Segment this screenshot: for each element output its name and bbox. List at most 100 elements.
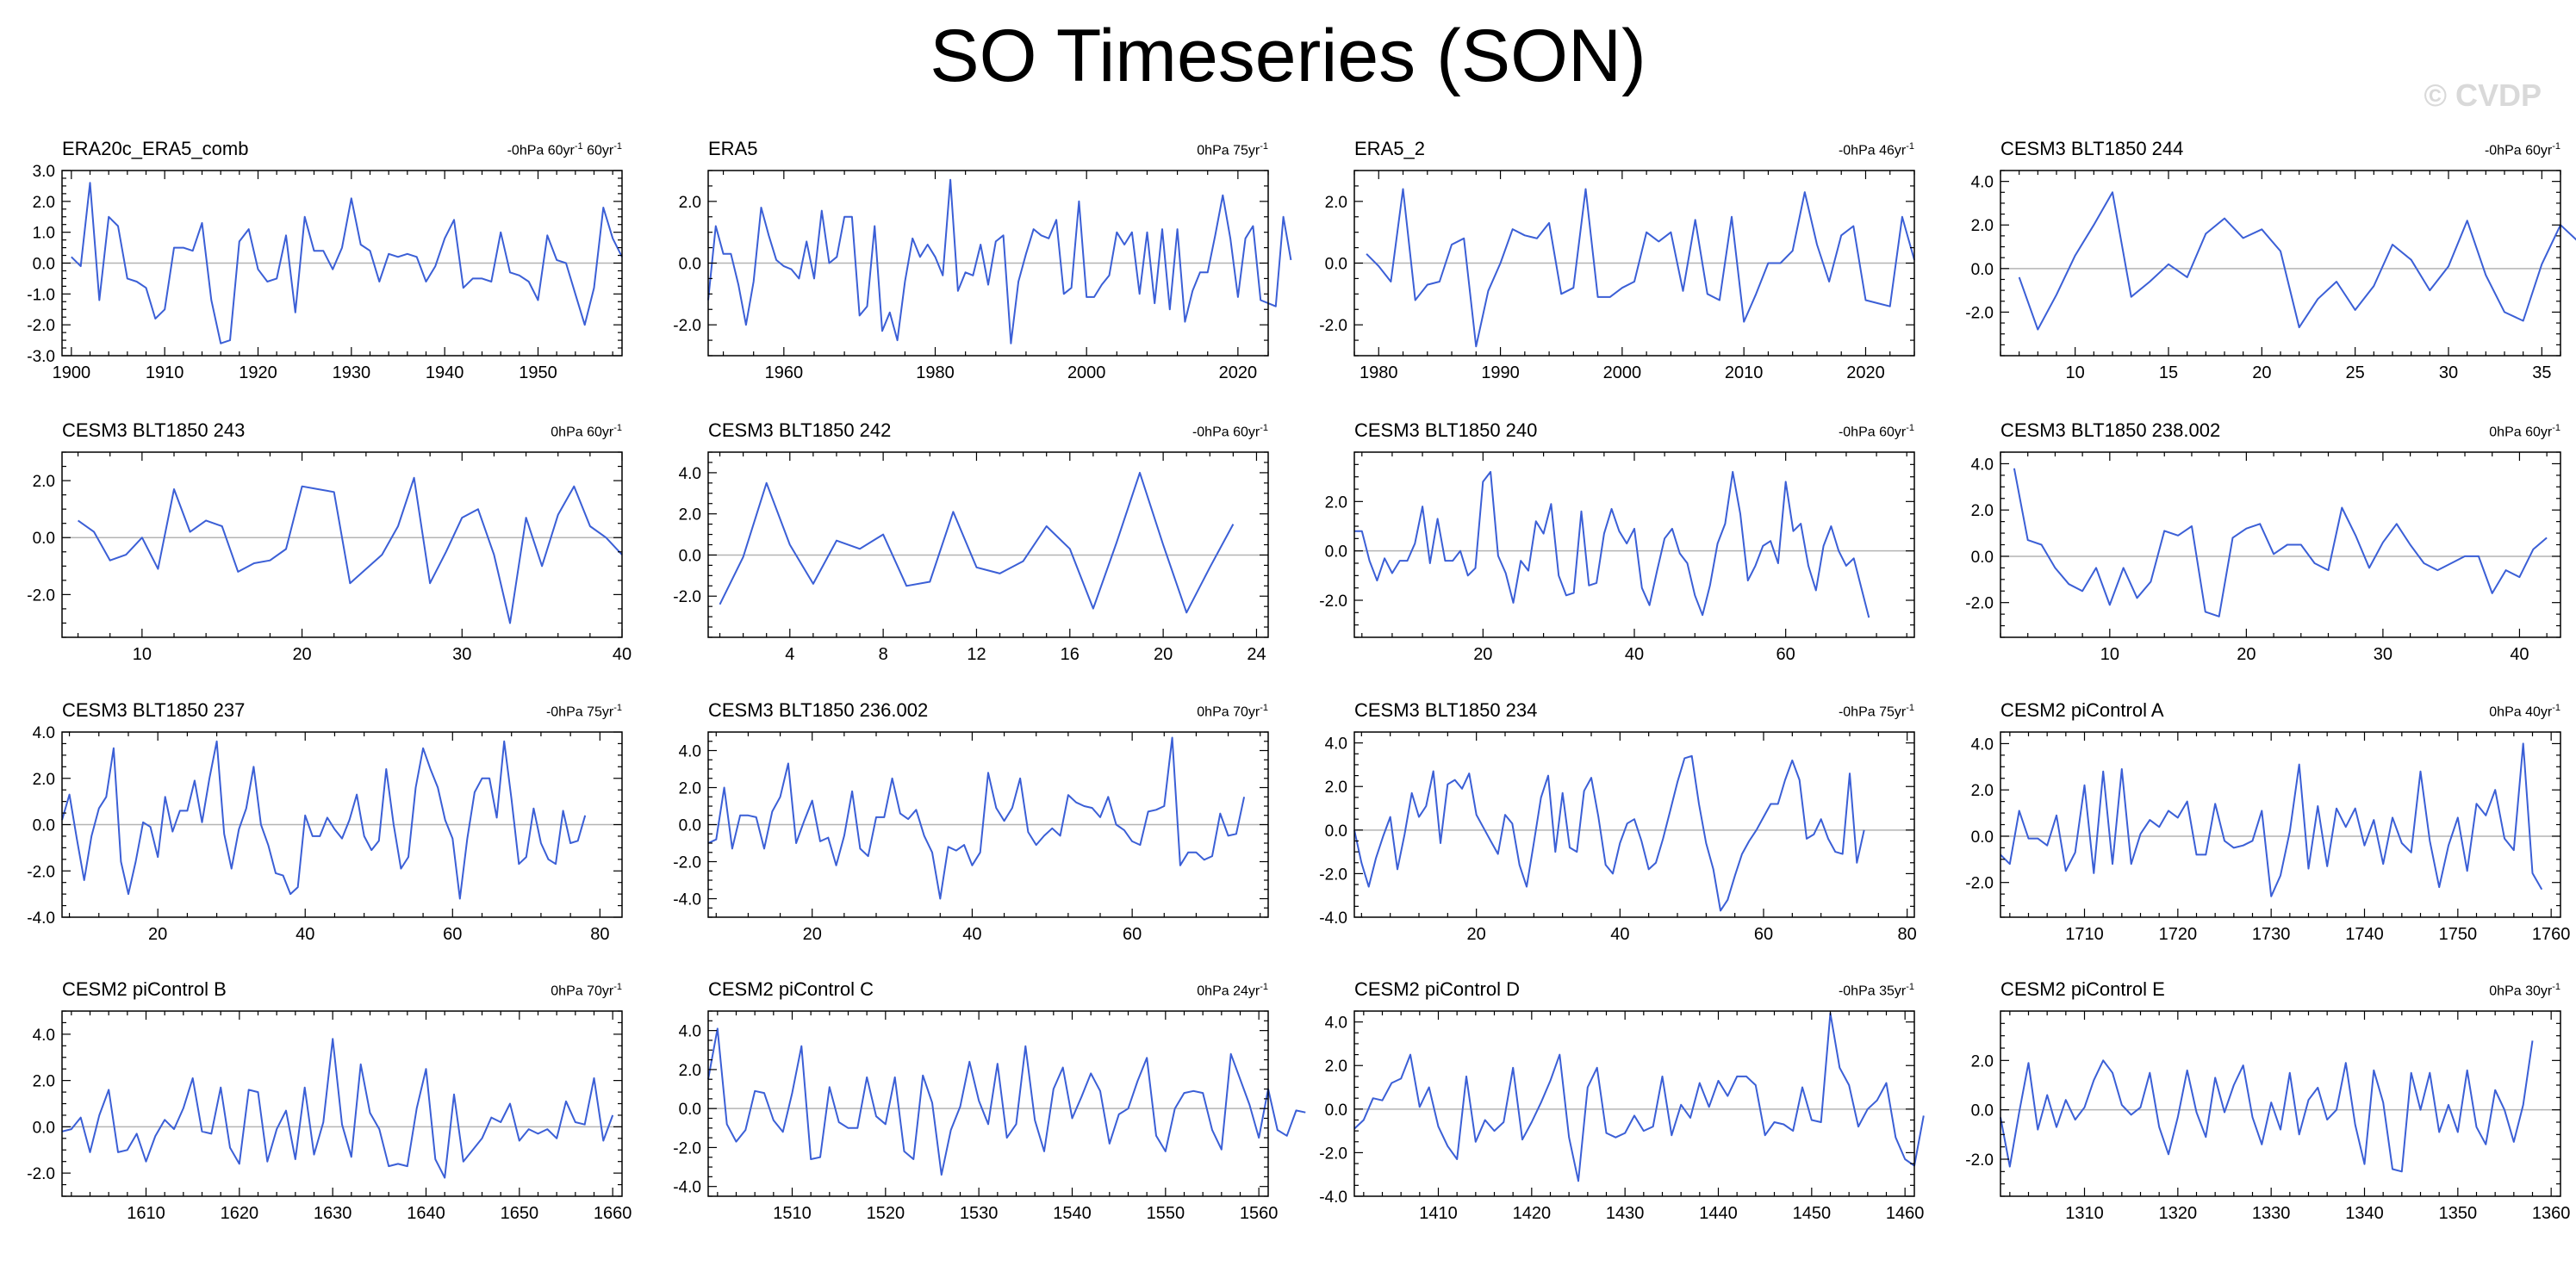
y-tick-label: -3.0 <box>27 348 55 366</box>
y-tick-label: 4.0 <box>1325 1015 1347 1033</box>
y-tick-label: 2.0 <box>1325 493 1347 512</box>
series-line <box>1366 188 1915 348</box>
exponent: -1 <box>1906 982 1914 992</box>
x-tick-label: 20 <box>148 925 167 944</box>
panel-title: CESM3 BLT1850 237 <box>62 699 246 721</box>
x-tick-label: 2000 <box>1603 363 1642 382</box>
x-tick-label: 30 <box>2439 363 2458 382</box>
timeseries-plot: 20 40 60 -4.0 -2.0 0.0 2.0 4.0 <box>673 731 1269 944</box>
x-tick-label: 1610 <box>127 1204 165 1223</box>
panel-info-text: 0hPa 75yr <box>1197 143 1260 158</box>
series-line <box>1354 470 1870 618</box>
timeseries-plot: 1510 1520 1530 1540 1550 1560 -4.0 -2.0 0.0 2.0 4.… <box>673 1010 1306 1223</box>
x-tick-label: 1340 <box>2345 1204 2384 1223</box>
panel-info: -0hPa 60yr-1 <box>1839 423 1914 440</box>
y-tick-label: 0.0 <box>679 256 701 274</box>
panel-title: CESM3 BLT1850 242 <box>708 419 892 441</box>
panel-title: CESM2 piControl A <box>2000 699 2164 721</box>
y-tick-label: -2.0 <box>673 588 701 606</box>
panel-info: 0hPa 75yr-1 <box>1197 141 1268 158</box>
x-tick-label: 1660 <box>594 1204 632 1223</box>
plot-frame <box>707 451 1269 638</box>
x-tick-label: 1420 <box>1513 1204 1552 1223</box>
x-tick-label: 1640 <box>407 1204 445 1223</box>
panel-info: 0hPa 60yr-1 <box>551 423 622 440</box>
x-tick-label: 20 <box>803 925 822 944</box>
x-tick-label: 1530 <box>960 1204 999 1223</box>
x-tick-label: 60 <box>443 925 462 944</box>
series-line <box>2000 1040 2534 1173</box>
x-tick-label: 1730 <box>2252 925 2291 944</box>
x-tick-label: 15 <box>2159 363 2178 382</box>
x-tick-label: 1410 <box>1419 1204 1458 1223</box>
exponent: -1 <box>613 703 622 713</box>
chart-panel: CESM2 piControl A 0hPa 40yr-1 1710 1720 1730… <box>1965 699 2570 952</box>
panel-title: CESM2 piControl D <box>1354 978 1520 1000</box>
x-tick-label: 1980 <box>916 363 955 382</box>
y-tick-label: 4.0 <box>679 743 701 761</box>
x-tick-label: 10 <box>2066 363 2085 382</box>
x-tick-label: 20 <box>292 645 311 664</box>
x-tick-label: 1550 <box>1147 1204 1185 1223</box>
y-tick-label: 2.0 <box>679 194 701 212</box>
y-tick-label: 4.0 <box>1971 456 1994 474</box>
x-tick-label: 16 <box>1061 645 1080 664</box>
y-tick-label: 0.0 <box>1325 822 1347 841</box>
panel-info-text: 0hPa 40yr <box>2489 704 2553 720</box>
y-tick-label: -2.0 <box>1319 1145 1347 1163</box>
x-tick-label: 10 <box>2100 645 2119 664</box>
plot-frame <box>61 451 623 638</box>
series-line <box>2000 742 2543 897</box>
panel-title: CESM2 piControl C <box>708 978 874 1000</box>
cvdp-watermark: © CVDP <box>2424 78 2542 113</box>
plot-frame <box>1353 451 1915 638</box>
timeseries-plot: 1310 1320 1330 1340 1350 1360 -2.0 0.0 2.0 <box>1965 1010 2570 1223</box>
y-tick-label: -4.0 <box>673 891 701 909</box>
x-tick-label: 1910 <box>146 363 184 382</box>
x-tick-label: 1710 <box>2065 925 2104 944</box>
panel-info: -0hPa 60yr-1 <box>2485 141 2560 158</box>
y-tick-label: -2.0 <box>1319 866 1347 884</box>
x-tick-label: 1560 <box>1240 1204 1279 1223</box>
exponent: -1 <box>2552 141 2560 152</box>
x-tick-label: 30 <box>2374 645 2392 664</box>
panel-info-text: 0hPa 70yr <box>551 984 614 999</box>
y-tick-label: 2.0 <box>33 771 55 789</box>
x-tick-label: 1740 <box>2345 925 2384 944</box>
chart-panel: CESM3 BLT1850 236.002 0hPa 70yr-1 20 40 60 -4… <box>673 699 1269 952</box>
chart-panel: CESM3 BLT1850 243 0hPa 60yr-1 10 20 30 40 -2.0… <box>27 419 632 672</box>
panel-info-text: -0hPa 46yr <box>1838 143 1907 158</box>
y-tick-label: 2.0 <box>33 1073 55 1091</box>
y-tick-label: 4.0 <box>33 724 55 742</box>
panel-title: CESM3 BLT1850 243 <box>62 419 246 441</box>
timeseries-plot: 10 20 30 40 -2.0 0.0 2.0 4.0 <box>1965 451 2561 664</box>
y-tick-label: 0.0 <box>1325 1102 1347 1120</box>
x-tick-label: 24 <box>1247 645 1266 664</box>
y-tick-label: 0.0 <box>1971 1102 1994 1120</box>
timeseries-plot: 20 40 60 80 -4.0 -2.0 0.0 2.0 4.0 <box>1319 731 1917 944</box>
y-tick-label: 4.0 <box>679 1023 701 1041</box>
x-tick-label: 1510 <box>773 1204 812 1223</box>
x-tick-label: 80 <box>1898 925 1917 944</box>
x-tick-label: 1350 <box>2439 1204 2478 1223</box>
y-tick-label: 2.0 <box>1971 782 1994 800</box>
x-tick-label: 1760 <box>2532 925 2571 944</box>
y-tick-label: 4.0 <box>1971 735 1994 754</box>
chart-panel: CESM2 piControl D -0hPa 35yr-1 1410 1420 143… <box>1319 978 1925 1231</box>
chart-panel: CESM3 BLT1850 237 -0hPa 75yr-1 20 40 60 80 -4.… <box>27 699 623 952</box>
series-line <box>1353 754 1865 912</box>
exponent: -1 <box>1260 703 1268 713</box>
y-tick-label: -2.0 <box>673 317 701 335</box>
panel-info: -0hPa 75yr-1 <box>1839 703 1914 720</box>
chart-panel: ERA5_2 -0hPa 46yr-1 1980 1990 2000 2010 2020 -2… <box>1319 138 1915 390</box>
y-tick-label: 0.0 <box>33 1119 55 1137</box>
exponent: -1 <box>1906 141 1914 152</box>
plot-frame <box>707 1010 1269 1197</box>
panel-info: 0hPa 40yr-1 <box>2489 703 2560 720</box>
y-tick-label: 4.0 <box>1325 735 1347 754</box>
y-tick-label: 2.0 <box>1971 502 1994 520</box>
x-tick-label: 20 <box>1154 645 1173 664</box>
y-tick-label: 3.0 <box>33 163 55 181</box>
panel-info: 0hPa 70yr-1 <box>551 982 622 999</box>
panel-info-text: -0hPa 60yr <box>1838 425 1907 440</box>
